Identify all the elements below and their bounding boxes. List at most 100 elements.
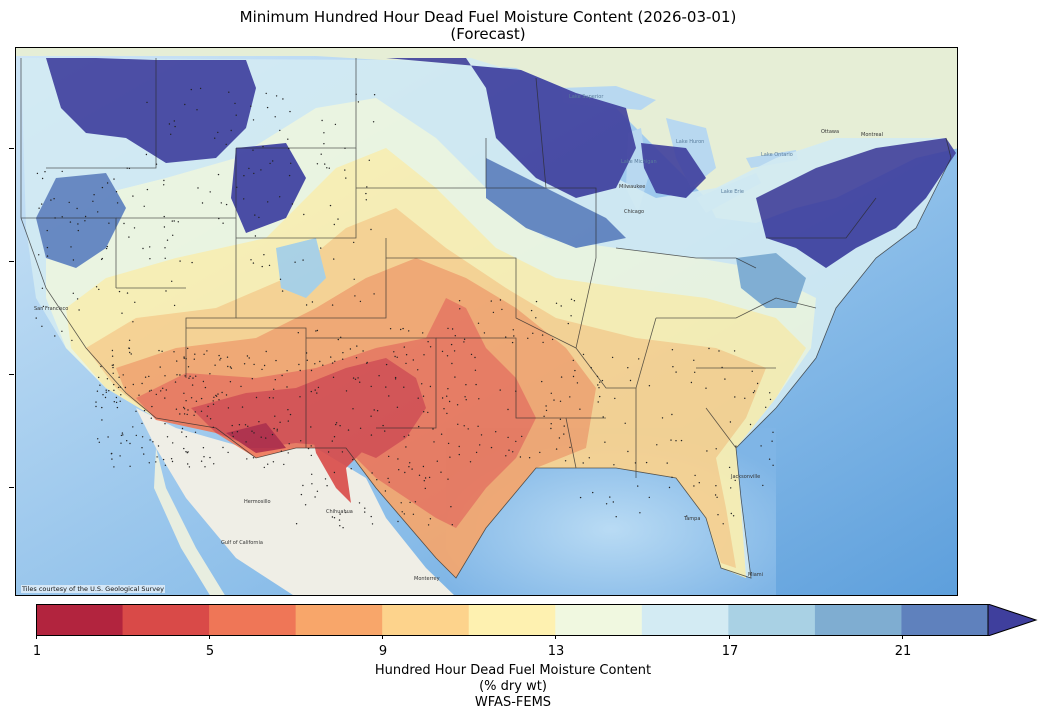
station-point: [286, 386, 288, 388]
station-point: [120, 434, 123, 437]
station-point: [280, 450, 283, 452]
station-point: [111, 458, 113, 460]
map-panel: Lake Superior Lake Michigan Lake Huron L…: [15, 47, 958, 596]
station-point: [258, 216, 260, 219]
station-point: [408, 466, 410, 468]
station-point: [267, 201, 269, 203]
station-point: [432, 428, 434, 430]
station-point: [236, 186, 238, 188]
station-point: [668, 486, 671, 489]
station-point: [287, 138, 289, 140]
station-point: [149, 258, 151, 260]
station-point: [507, 436, 509, 439]
station-point: [119, 386, 122, 388]
station-point: [71, 339, 73, 342]
station-point: [135, 434, 137, 437]
station-point: [532, 332, 534, 334]
station-point: [639, 512, 641, 514]
station-point: [176, 374, 178, 376]
station-point: [328, 167, 330, 169]
station-point: [141, 422, 143, 425]
station-point: [162, 387, 164, 389]
station-point: [344, 169, 346, 171]
station-point: [612, 501, 614, 503]
y-axis-tick: [9, 148, 14, 149]
station-point: [291, 203, 294, 205]
station-point: [130, 353, 132, 355]
station-point: [287, 452, 289, 454]
station-point: [164, 423, 166, 425]
station-point: [132, 426, 134, 428]
station-point: [569, 396, 571, 398]
station-point: [174, 381, 177, 383]
station-point: [356, 345, 358, 347]
label-chicago: Chicago: [624, 209, 644, 215]
station-point: [362, 350, 364, 352]
station-point: [190, 88, 192, 91]
station-point: [352, 408, 354, 410]
station-point: [106, 245, 109, 248]
station-point: [427, 524, 430, 526]
station-point: [730, 487, 732, 489]
station-point: [184, 375, 186, 377]
station-point: [274, 415, 276, 417]
station-point: [648, 496, 650, 499]
station-point: [244, 424, 247, 426]
station-point: [274, 379, 276, 381]
station-point: [116, 406, 119, 409]
colorbar-tick-label: 1: [32, 644, 42, 659]
station-point: [227, 365, 229, 368]
station-point: [97, 438, 99, 440]
station-point: [733, 350, 736, 352]
station-point: [252, 149, 254, 151]
station-point: [286, 370, 288, 372]
station-point: [717, 514, 719, 516]
station-point: [194, 411, 196, 413]
station-point: [272, 461, 275, 463]
station-point: [614, 397, 616, 400]
station-point: [317, 386, 320, 389]
station-point: [342, 352, 344, 354]
station-point: [111, 355, 114, 357]
station-point: [243, 175, 245, 177]
station-point: [212, 400, 214, 402]
station-point: [592, 491, 594, 494]
station-point: [179, 260, 181, 262]
station-point: [243, 363, 246, 365]
station-point: [611, 356, 614, 359]
station-point: [115, 401, 118, 404]
station-point: [321, 119, 323, 122]
station-point: [230, 129, 232, 132]
station-point: [458, 445, 460, 448]
station-point: [447, 388, 449, 390]
station-point: [271, 433, 274, 436]
station-point: [232, 435, 234, 438]
station-point: [310, 445, 312, 447]
station-point: [490, 300, 492, 302]
station-point: [751, 370, 753, 372]
station-point: [263, 364, 266, 367]
station-point: [276, 430, 278, 432]
station-point: [61, 170, 63, 173]
station-point: [708, 347, 710, 350]
station-point: [572, 375, 575, 378]
station-point: [417, 369, 419, 371]
station-point: [112, 366, 114, 369]
colorbar-segment: [814, 604, 902, 636]
station-point: [155, 163, 158, 165]
station-point: [46, 246, 49, 249]
station-point: [220, 202, 222, 204]
station-point: [480, 434, 483, 436]
station-point: [490, 446, 493, 449]
station-point: [279, 196, 281, 198]
station-point: [229, 381, 232, 383]
station-point: [111, 364, 114, 366]
station-point: [95, 401, 97, 403]
station-point: [507, 408, 509, 411]
station-point: [599, 381, 601, 383]
station-point: [582, 353, 585, 356]
station-point: [463, 425, 465, 427]
station-point: [768, 458, 771, 460]
station-point: [424, 487, 426, 490]
station-point: [289, 110, 291, 113]
